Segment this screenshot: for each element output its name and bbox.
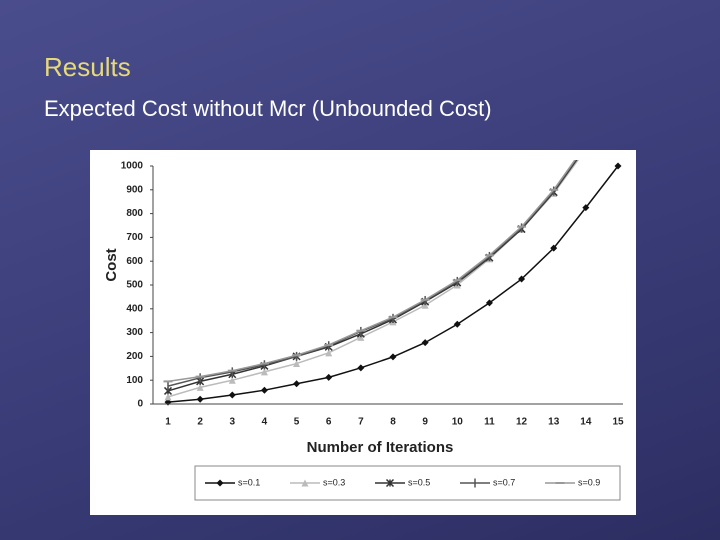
x-tick-label: 15 bbox=[612, 417, 624, 428]
x-tick-label: 5 bbox=[294, 417, 300, 428]
marker bbox=[196, 383, 204, 391]
y-tick-label: 1000 bbox=[121, 161, 144, 172]
x-tick-label: 11 bbox=[484, 417, 495, 428]
marker bbox=[293, 360, 301, 368]
marker bbox=[485, 299, 493, 307]
marker bbox=[357, 364, 365, 372]
x-tick-label: 7 bbox=[358, 417, 364, 428]
marker bbox=[421, 339, 429, 347]
legend-label: s=0.3 bbox=[323, 477, 345, 487]
marker bbox=[301, 479, 309, 487]
marker bbox=[614, 162, 622, 170]
y-tick-label: 900 bbox=[126, 184, 143, 195]
marker bbox=[453, 320, 461, 328]
marker bbox=[518, 275, 526, 283]
marker bbox=[164, 393, 172, 401]
y-tick-label: 400 bbox=[126, 303, 143, 314]
x-tick-label: 4 bbox=[262, 417, 268, 428]
marker bbox=[357, 333, 365, 341]
heading: Results bbox=[44, 52, 131, 82]
marker bbox=[293, 380, 301, 388]
y-tick-label: 100 bbox=[126, 375, 143, 386]
x-tick-label: 14 bbox=[580, 417, 592, 428]
y-tick-label: 700 bbox=[126, 232, 143, 243]
marker bbox=[325, 373, 333, 381]
marker bbox=[196, 395, 204, 403]
marker bbox=[260, 368, 268, 376]
x-tick-label: 1 bbox=[165, 417, 171, 428]
chart: Cost Number of Iterations 0 100 200 300 400 5… bbox=[90, 150, 636, 515]
marker bbox=[550, 244, 558, 252]
y-tick-label: 800 bbox=[126, 208, 143, 219]
legend-label: s=0.9 bbox=[578, 477, 600, 487]
legend-label: s=0.7 bbox=[493, 477, 515, 487]
x-tick-label: 10 bbox=[452, 417, 464, 428]
x-tick-label: 8 bbox=[390, 417, 396, 428]
x-axis-label: Number of Iterations bbox=[307, 439, 454, 456]
y-tick-label: 0 bbox=[137, 399, 143, 410]
x-tick-label: 2 bbox=[197, 417, 203, 428]
marker bbox=[385, 478, 395, 488]
marker bbox=[582, 204, 590, 212]
x-tick-label: 12 bbox=[516, 417, 528, 428]
x-tick-label: 3 bbox=[230, 417, 236, 428]
marker bbox=[228, 376, 236, 384]
x-tick-label: 6 bbox=[326, 417, 332, 428]
marker bbox=[260, 386, 268, 394]
x-tick-label: 13 bbox=[548, 417, 560, 428]
marker bbox=[421, 301, 429, 309]
marker bbox=[389, 353, 397, 361]
legend-label: s=0.1 bbox=[238, 477, 260, 487]
marker bbox=[325, 349, 333, 357]
y-axis-label: Cost bbox=[103, 248, 120, 281]
y-tick-label: 200 bbox=[126, 351, 143, 362]
y-tick-label: 600 bbox=[126, 256, 143, 267]
plot-area bbox=[163, 160, 622, 406]
marker bbox=[228, 391, 236, 399]
y-tick-label: 500 bbox=[126, 280, 143, 291]
x-tick-label: 9 bbox=[422, 417, 428, 428]
legend-label: s=0.5 bbox=[408, 477, 430, 487]
marker bbox=[216, 479, 224, 487]
subheading: Expected Cost without Mcr (Unbounded Cos… bbox=[44, 96, 492, 121]
y-tick-label: 300 bbox=[126, 327, 143, 338]
